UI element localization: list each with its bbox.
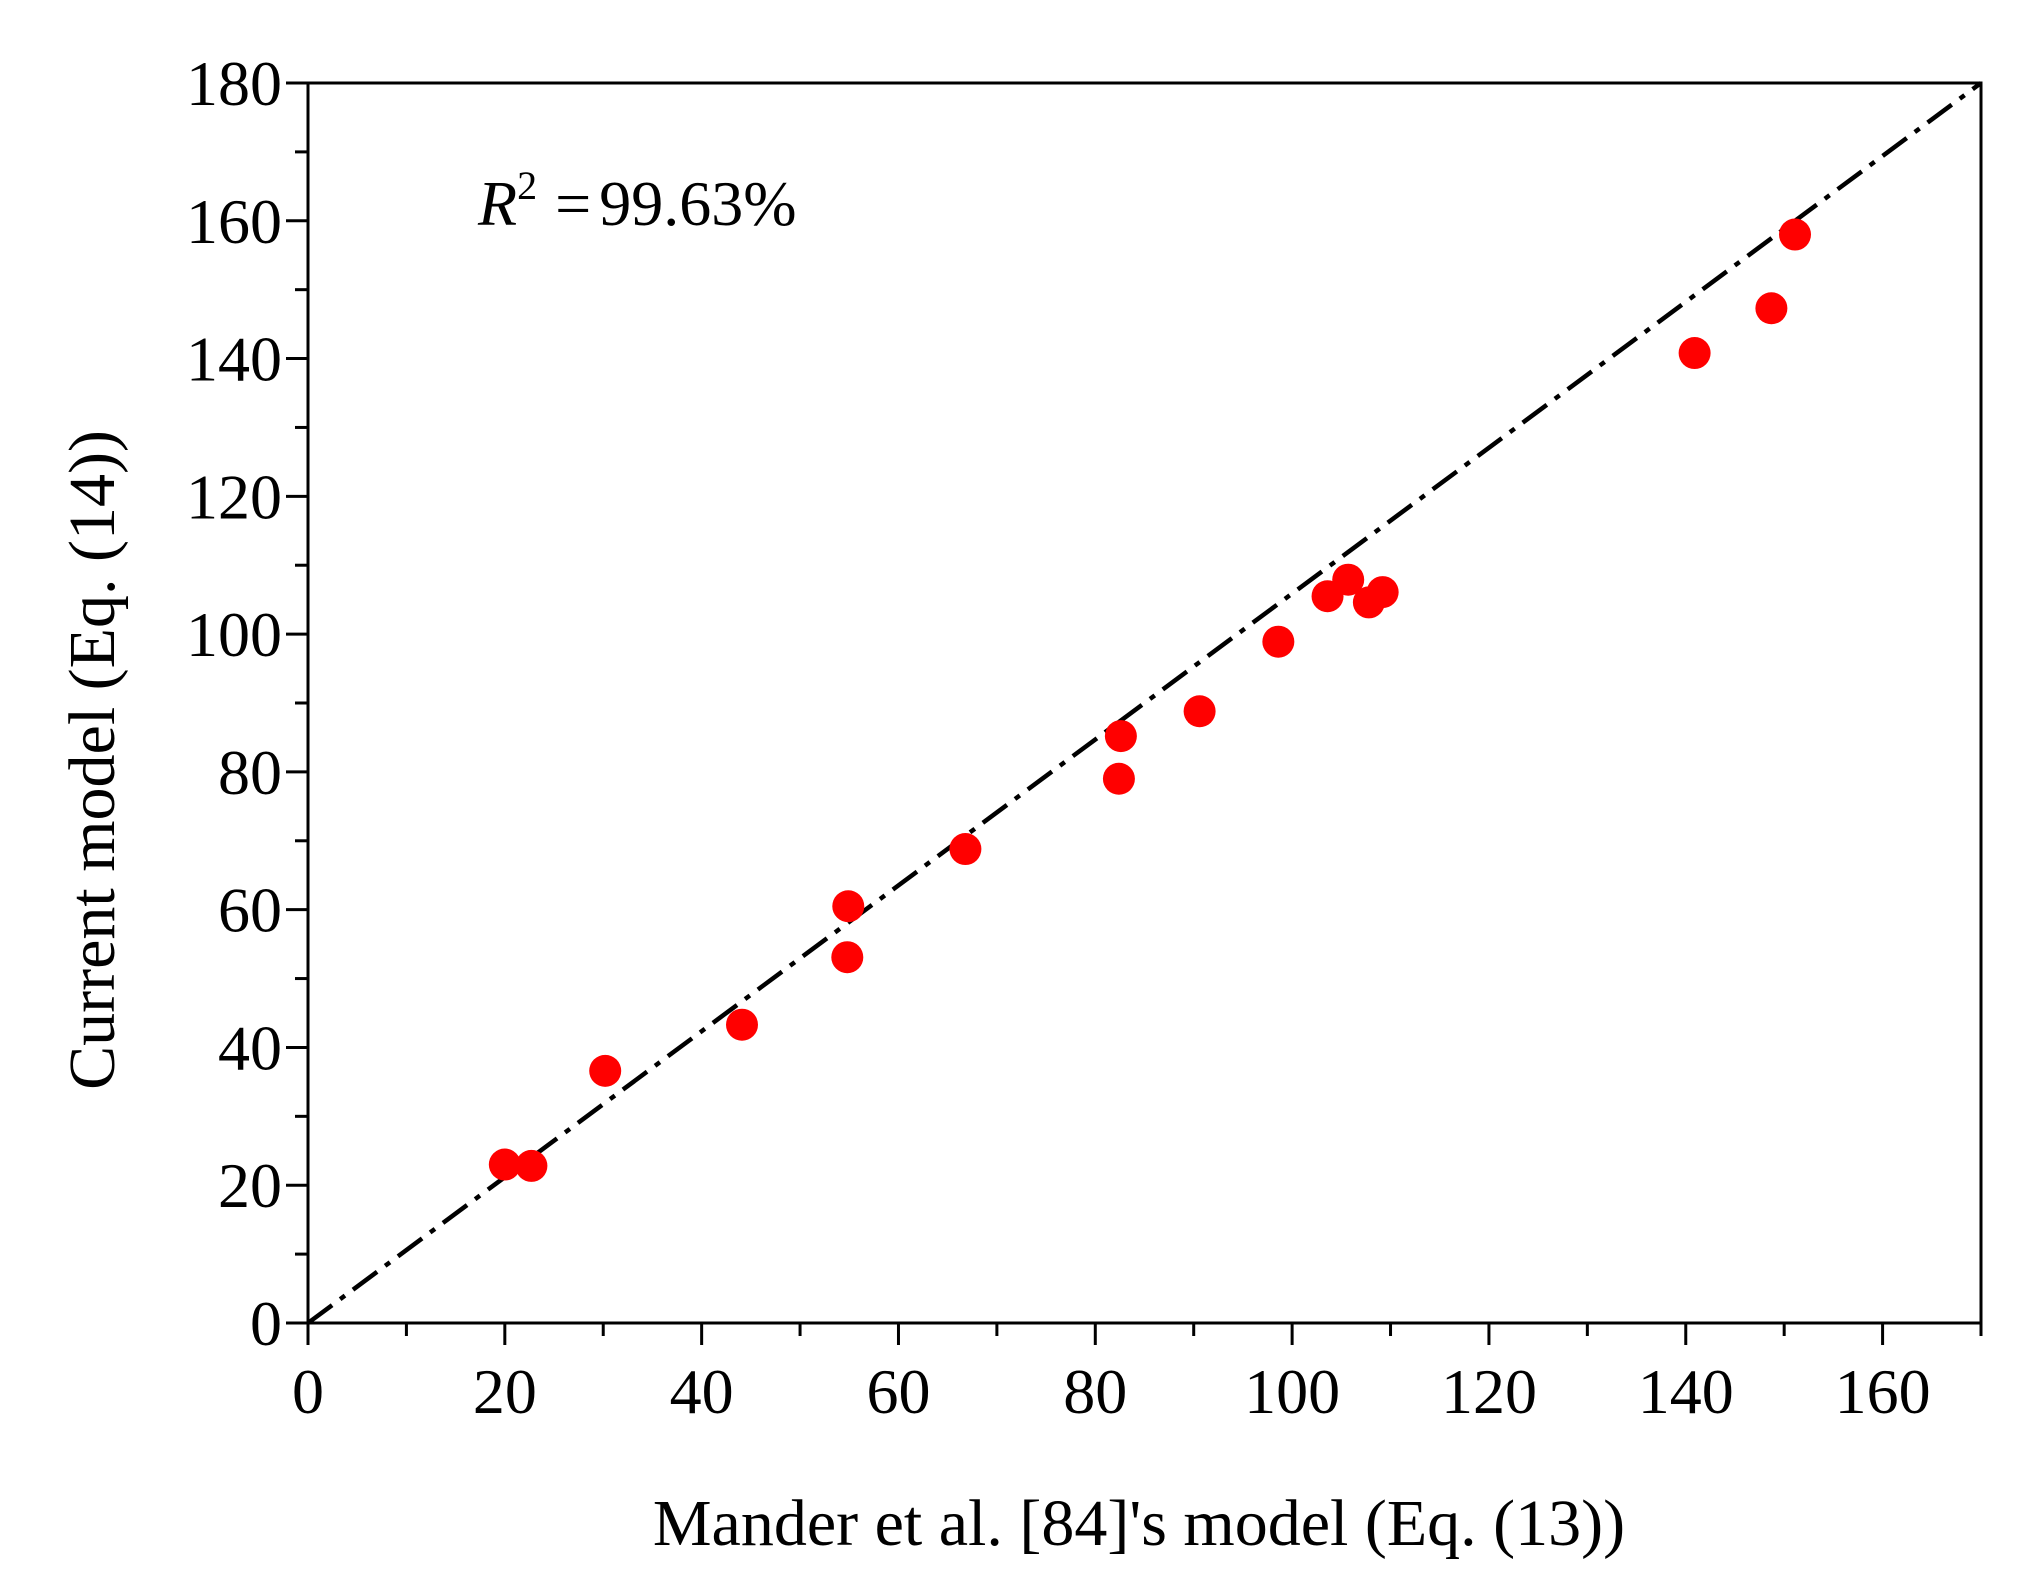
y-tick-label: 140 [186,324,282,395]
r-squared-value: 99.63% [599,168,796,239]
data-points [488,218,1812,1182]
r-squared-annotation: R2 = 99.63% [477,163,797,239]
data-point [1779,218,1812,251]
data-point [1366,576,1399,609]
axis-ticks [286,81,1983,1345]
axis-tick-labels: 0 20 40 60 80 100 120 140 160 0 20 40 60 80 100 120 140 1… [186,48,1931,1427]
data-point [949,833,982,866]
x-tick-label: 160 [1835,1356,1931,1427]
r-squared-symbol: R [477,168,517,239]
data-point [725,1008,758,1041]
data-point [1102,762,1135,795]
data-point [1332,563,1365,596]
data-point [1755,292,1788,325]
x-tick-label: 0 [292,1356,324,1427]
x-tick-label: 20 [473,1356,537,1427]
y-tick-label: 40 [218,1012,282,1083]
y-tick-label: 60 [218,875,282,946]
y-tick-label: 80 [218,737,282,808]
reference-line-y-equals-x [306,81,1983,1325]
data-point [832,890,865,923]
data-point [1104,720,1137,753]
data-point [1678,337,1711,370]
r-squared-equals: = [555,168,591,239]
y-tick-label: 180 [186,48,282,119]
y-tick-label: 0 [250,1288,282,1359]
x-tick-label: 60 [866,1356,930,1427]
y-tick-label: 100 [186,599,282,670]
x-tick-label: 140 [1638,1356,1734,1427]
data-point [1183,695,1216,728]
y-axis-label: Current model (Eq. (14)) [56,430,129,1090]
r-squared-superscript: 2 [517,163,537,208]
y-tick-label: 120 [186,461,282,532]
x-tick-label: 120 [1441,1356,1537,1427]
x-tick-label: 40 [670,1356,734,1427]
data-point [831,941,864,974]
data-point [1262,625,1295,658]
data-point [488,1148,521,1181]
y-tick-label: 20 [218,1150,282,1221]
y-tick-label: 160 [186,186,282,257]
x-tick-label: 100 [1244,1356,1340,1427]
x-axis-label: Mander et al. [84]'s model (Eq. (13)) [653,1487,1625,1560]
x-tick-label: 80 [1063,1356,1127,1427]
data-point [515,1149,548,1182]
plot-frame [306,81,1983,1325]
data-point [589,1054,622,1087]
